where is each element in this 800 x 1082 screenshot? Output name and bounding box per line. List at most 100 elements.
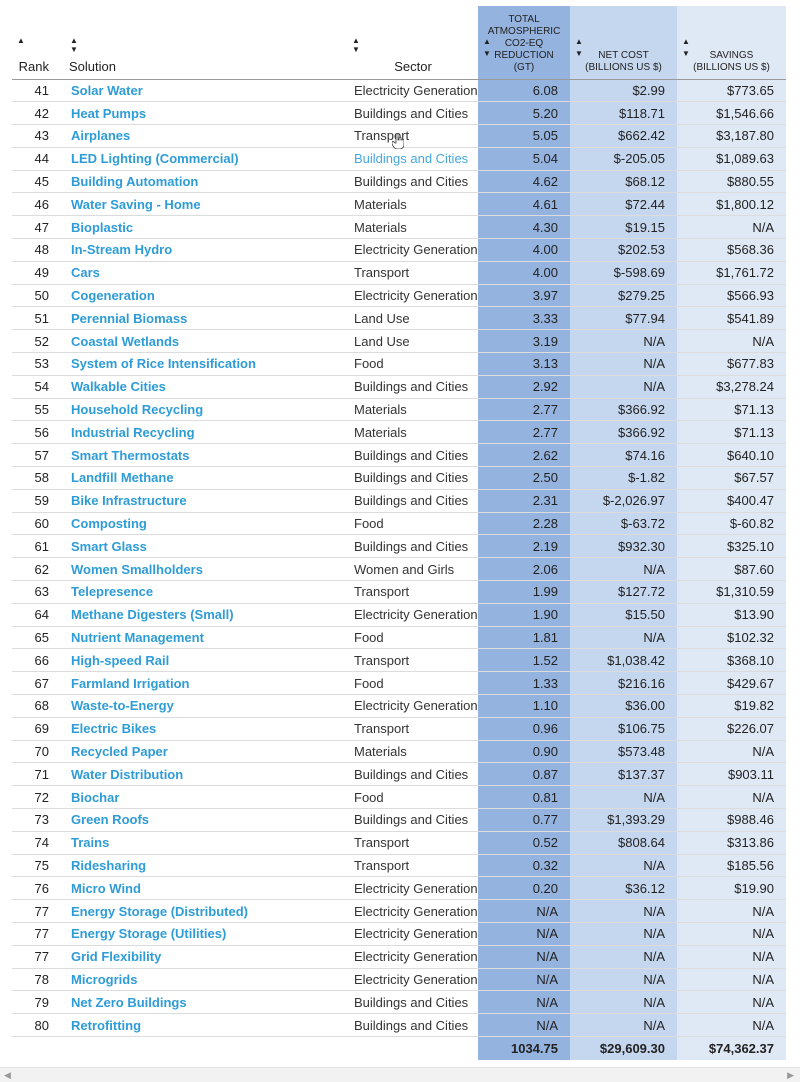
solution-link-text[interactable]: LED Lighting (Commercial) <box>71 151 239 167</box>
solution-link-text[interactable]: Coastal Wetlands <box>71 333 180 349</box>
rank-column-header[interactable]: ▲ Rank <box>12 6 65 79</box>
solution-link[interactable]: Grid Flexibility <box>65 945 348 968</box>
scroll-right-icon[interactable]: ▶ <box>787 1070 794 1080</box>
solution-link[interactable]: Energy Storage (Utilities) <box>65 922 348 945</box>
solution-link[interactable]: Biochar <box>65 786 348 809</box>
solution-link[interactable]: Waste-to-Energy <box>65 695 348 718</box>
solution-link[interactable]: Landfill Methane <box>65 467 348 490</box>
solution-link-text[interactable]: Heat Pumps <box>71 105 147 121</box>
solution-link-text[interactable]: Walkable Cities <box>71 379 166 395</box>
solution-link-text[interactable]: Recycled Paper <box>71 744 168 759</box>
solution-link-text[interactable]: Ridesharing <box>71 857 147 873</box>
solution-link-text[interactable]: Waste-to-Energy <box>71 698 174 714</box>
solution-link[interactable]: Water Saving - Home <box>65 193 348 216</box>
solution-link[interactable]: Women Smallholders <box>65 558 348 581</box>
solution-link-text[interactable]: Methane Digesters (Small) <box>71 607 234 623</box>
solution-link-text[interactable]: Women Smallholders <box>71 561 203 577</box>
solution-link-text[interactable]: Cogeneration <box>71 288 155 304</box>
solution-link-text[interactable]: Micro Wind <box>71 880 141 896</box>
solution-link[interactable]: In-Stream Hydro <box>65 239 348 262</box>
solution-link[interactable]: Recycled Paper <box>65 740 348 763</box>
solution-link-text[interactable]: Cars <box>71 265 100 281</box>
solution-link-text[interactable]: Solar Water <box>71 82 143 98</box>
savings-column-header[interactable]: ▲ ▼ SAVINGS (BILLIONS US $) <box>677 6 786 79</box>
solution-link-text[interactable]: Bioplastic <box>71 219 134 235</box>
solution-link-text[interactable]: Net Zero Buildings <box>71 994 187 1010</box>
solution-link[interactable]: Water Distribution <box>65 763 348 786</box>
solution-link-text[interactable]: Electric Bikes <box>71 721 157 737</box>
solution-link-text[interactable]: Microgrids <box>71 971 138 987</box>
solution-link[interactable]: Retrofitting <box>65 1014 348 1037</box>
solution-link[interactable]: Smart Thermostats <box>65 444 348 467</box>
solution-link-text[interactable]: Airplanes <box>71 128 131 144</box>
solution-link-text[interactable]: Retrofitting <box>71 1017 142 1033</box>
net-cost-column-header[interactable]: ▲ ▼ NET COST (BILLIONS US $) <box>570 6 677 79</box>
solution-link-text[interactable]: Grid Flexibility <box>71 949 162 965</box>
solution-link[interactable]: System of Rice Intensification <box>65 353 348 376</box>
sector-column-header[interactable]: ▲ ▼ Sector <box>348 6 478 79</box>
solution-link-text[interactable]: System of Rice Intensification <box>71 356 256 372</box>
solution-link-text[interactable]: Telepresence <box>71 584 154 600</box>
solution-link-text[interactable]: Trains <box>71 835 110 851</box>
solution-link[interactable]: Industrial Recycling <box>65 421 348 444</box>
solution-link[interactable]: Airplanes <box>65 125 348 148</box>
sort-toggle-icon[interactable]: ▲ ▼ <box>352 36 360 54</box>
solution-link[interactable]: Coastal Wetlands <box>65 330 348 353</box>
solution-link[interactable]: LED Lighting (Commercial) <box>65 147 348 170</box>
solution-link-text[interactable]: Household Recycling <box>71 402 204 418</box>
horizontal-scrollbar[interactable]: ◀ ▶ <box>0 1067 800 1082</box>
solution-link-text[interactable]: Farmland Irrigation <box>71 675 190 691</box>
solution-link-text[interactable]: Biochar <box>71 789 120 805</box>
solution-link[interactable]: Bioplastic <box>65 216 348 239</box>
solution-link[interactable]: Microgrids <box>65 968 348 991</box>
solution-link-text[interactable]: Green Roofs <box>71 812 150 828</box>
solution-link[interactable]: Telepresence <box>65 581 348 604</box>
solution-link[interactable]: Walkable Cities <box>65 375 348 398</box>
solution-link-text[interactable]: High-speed Rail <box>71 652 170 668</box>
solution-link[interactable]: Ridesharing <box>65 854 348 877</box>
solution-link[interactable]: Smart Glass <box>65 535 348 558</box>
solution-link[interactable]: Bike Infrastructure <box>65 489 348 512</box>
solution-link-text[interactable]: Energy Storage (Distributed) <box>71 903 248 919</box>
solution-link-text[interactable]: Bike Infrastructure <box>71 493 187 509</box>
solution-link[interactable]: Cogeneration <box>65 284 348 307</box>
solution-link[interactable]: Perennial Biomass <box>65 307 348 330</box>
solution-link[interactable]: Micro Wind <box>65 877 348 900</box>
solution-link-text[interactable]: Energy Storage (Utilities) <box>71 926 227 942</box>
solution-link-text[interactable]: Composting <box>71 516 147 532</box>
solution-link[interactable]: Net Zero Buildings <box>65 991 348 1014</box>
savings-cell: $19.82 <box>677 694 786 718</box>
solution-link[interactable]: Energy Storage (Distributed) <box>65 900 348 923</box>
solution-link-text[interactable]: Water Distribution <box>71 766 184 782</box>
solution-link[interactable]: Trains <box>65 831 348 854</box>
solution-link[interactable]: Electric Bikes <box>65 717 348 740</box>
solution-link[interactable]: Nutrient Management <box>65 626 348 649</box>
solution-link[interactable]: Cars <box>65 261 348 284</box>
solution-link-text[interactable]: Industrial Recycling <box>71 424 195 440</box>
solution-link-text[interactable]: In-Stream Hydro <box>71 242 173 258</box>
solution-link[interactable]: Building Automation <box>65 170 348 193</box>
sort-toggle-icon[interactable]: ▲ ▼ <box>483 37 491 58</box>
sort-toggle-icon[interactable]: ▲ ▼ <box>682 37 690 58</box>
solution-link-text[interactable]: Smart Thermostats <box>71 447 190 463</box>
scroll-left-icon[interactable]: ◀ <box>4 1070 11 1080</box>
solution-link[interactable]: Household Recycling <box>65 398 348 421</box>
solution-link[interactable]: Farmland Irrigation <box>65 672 348 695</box>
solution-link-text[interactable]: Water Saving - Home <box>71 196 201 212</box>
solution-link[interactable]: High-speed Rail <box>65 649 348 672</box>
solution-link-text[interactable]: Building Automation <box>71 174 199 190</box>
solution-link-text[interactable]: Nutrient Management <box>71 630 204 646</box>
solution-link[interactable]: Methane Digesters (Small) <box>65 603 348 626</box>
solution-link[interactable]: Green Roofs <box>65 809 348 832</box>
solution-column-header[interactable]: ▲ ▼ Solution <box>65 6 348 79</box>
solution-link-text[interactable]: Perennial Biomass <box>71 310 188 326</box>
solution-link-text[interactable]: Smart Glass <box>71 538 147 554</box>
sort-toggle-icon[interactable]: ▲ ▼ <box>575 37 583 58</box>
solution-link[interactable]: Composting <box>65 512 348 535</box>
solution-link[interactable]: Heat Pumps <box>65 102 348 125</box>
reduction-column-header[interactable]: ▲ ▼ TOTAL ATMOSPHERIC CO2-EQ REDUCTION (G… <box>478 6 570 79</box>
sort-toggle-icon[interactable]: ▲ ▼ <box>70 36 78 54</box>
sort-ascending-icon[interactable]: ▲ <box>17 36 25 45</box>
solution-link-text[interactable]: Landfill Methane <box>71 470 174 486</box>
solution-link[interactable]: Solar Water <box>65 79 348 102</box>
